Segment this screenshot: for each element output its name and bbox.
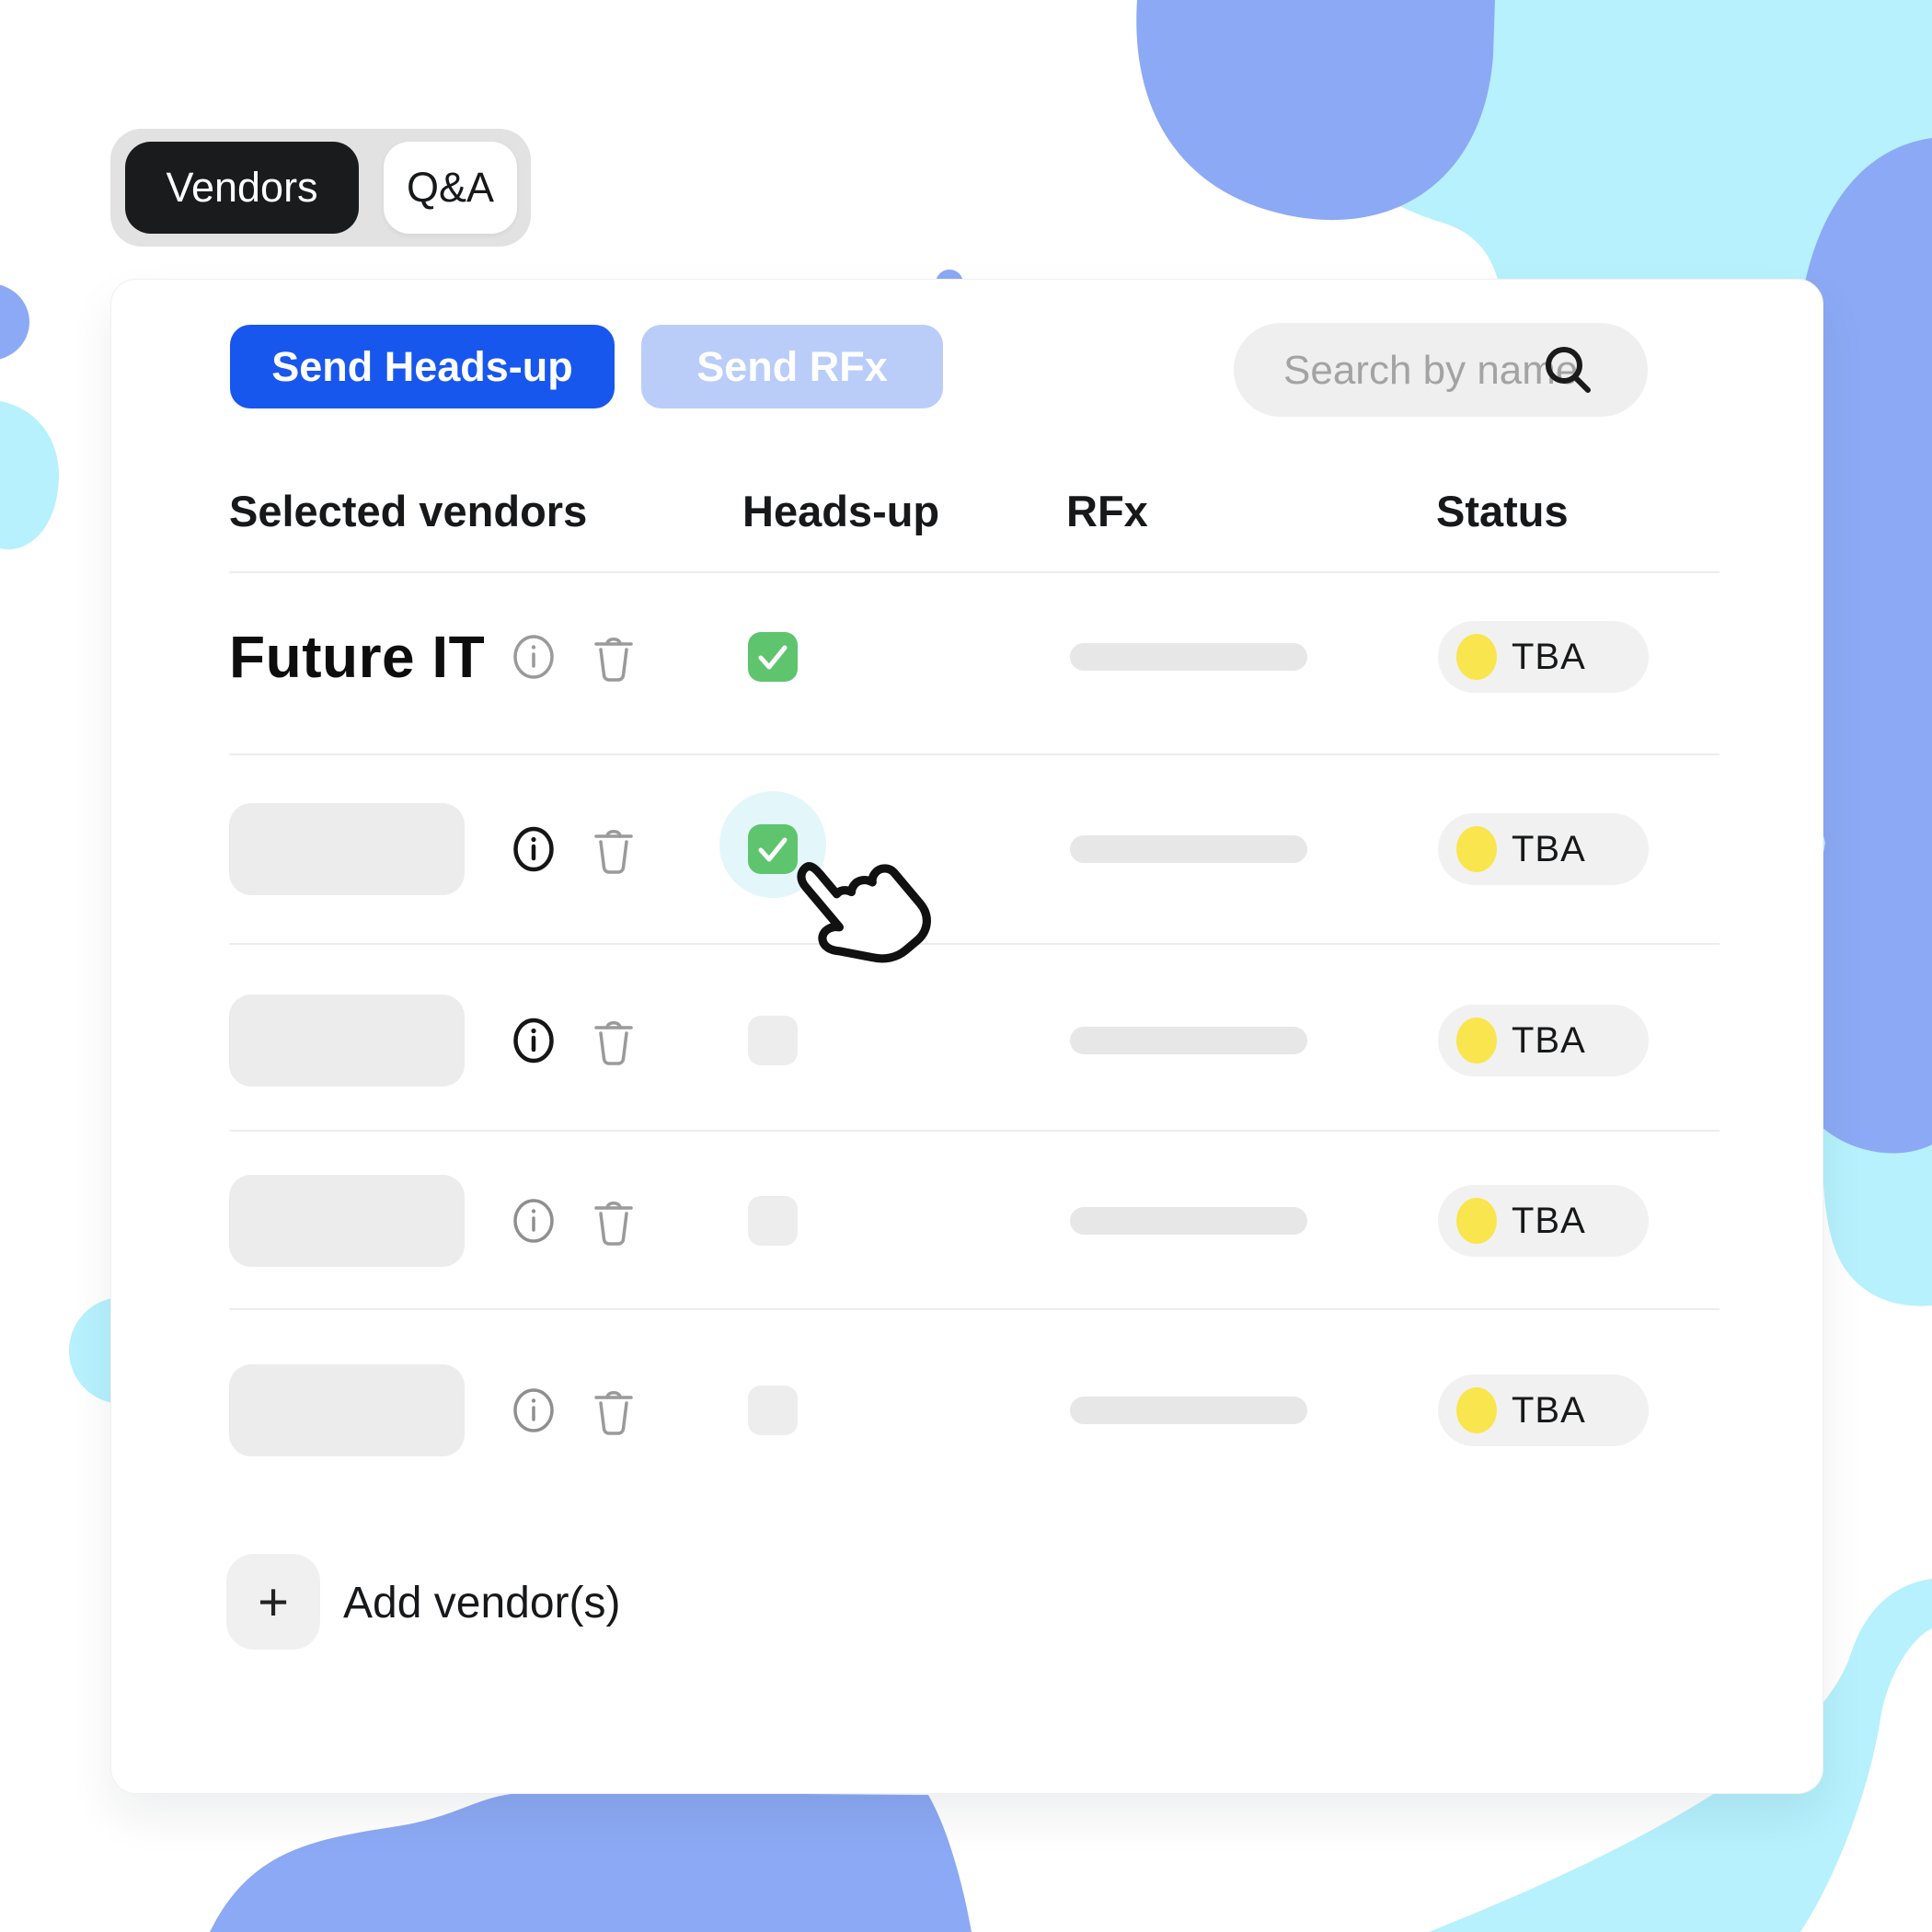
headsup-checkbox-unchecked[interactable] bbox=[748, 1386, 798, 1435]
status-label: TBA bbox=[1512, 636, 1586, 677]
vendors-panel: Send Heads-up Send RFx Selected vendors … bbox=[110, 279, 1823, 1794]
trash-icon[interactable] bbox=[592, 1198, 636, 1246]
vendor-name-placeholder bbox=[229, 803, 465, 895]
table-row: TBA bbox=[111, 946, 1823, 1135]
trash-icon[interactable] bbox=[592, 826, 636, 874]
add-vendors-label: Add vendor(s) bbox=[343, 1579, 621, 1627]
vendor-name-placeholder bbox=[229, 1364, 465, 1456]
info-icon[interactable] bbox=[512, 634, 556, 682]
trash-icon[interactable] bbox=[592, 1387, 636, 1435]
vendor-name-placeholder bbox=[229, 1175, 465, 1267]
status-dot-icon bbox=[1456, 826, 1497, 872]
add-vendors-button[interactable]: + bbox=[226, 1554, 320, 1650]
trash-icon[interactable] bbox=[592, 634, 636, 682]
headsup-checkbox-unchecked[interactable] bbox=[748, 1196, 798, 1246]
status-label: TBA bbox=[1512, 1019, 1586, 1061]
tab-qa[interactable]: Q&A bbox=[384, 142, 517, 234]
info-icon[interactable] bbox=[512, 1198, 556, 1246]
status-badge: TBA bbox=[1438, 1374, 1649, 1446]
table-row: TBA bbox=[111, 754, 1823, 944]
headsup-checkbox-checked[interactable] bbox=[748, 824, 798, 874]
status-dot-icon bbox=[1456, 1387, 1497, 1433]
status-label: TBA bbox=[1512, 1200, 1586, 1241]
tab-qa-label: Q&A bbox=[406, 164, 495, 211]
search-input[interactable] bbox=[1282, 323, 1580, 419]
rfx-placeholder-bar bbox=[1070, 643, 1307, 671]
vendor-name-placeholder bbox=[229, 995, 465, 1087]
headsup-checkbox-unchecked[interactable] bbox=[748, 1016, 798, 1065]
status-dot-icon bbox=[1456, 1198, 1497, 1244]
search-icon[interactable] bbox=[1543, 344, 1596, 397]
header-rfx: RFx bbox=[1066, 487, 1148, 535]
headsup-checkbox-checked[interactable] bbox=[748, 632, 798, 682]
row-divider bbox=[229, 753, 1719, 755]
rfx-placeholder-bar bbox=[1070, 1027, 1307, 1054]
view-toggle: Vendors Q&A bbox=[110, 129, 531, 247]
send-headsup-button[interactable]: Send Heads-up bbox=[230, 325, 615, 408]
info-icon[interactable] bbox=[512, 1387, 556, 1435]
table-row: TBA bbox=[111, 1126, 1823, 1316]
status-label: TBA bbox=[1512, 828, 1586, 869]
row-divider bbox=[229, 1130, 1719, 1132]
header-selected-vendors: Selected vendors bbox=[229, 487, 588, 535]
row-divider bbox=[229, 571, 1719, 573]
rfx-placeholder-bar bbox=[1070, 835, 1307, 863]
plus-icon: + bbox=[258, 1571, 289, 1632]
info-icon[interactable] bbox=[512, 1018, 556, 1065]
row-divider bbox=[229, 943, 1719, 945]
status-badge: TBA bbox=[1438, 1005, 1649, 1076]
tab-vendors-label: Vendors bbox=[166, 164, 318, 211]
info-icon[interactable] bbox=[512, 826, 556, 874]
status-badge: TBA bbox=[1438, 621, 1649, 693]
status-badge: TBA bbox=[1438, 1185, 1649, 1257]
vendor-name: Future IT bbox=[229, 624, 486, 690]
status-badge: TBA bbox=[1438, 813, 1649, 885]
rfx-placeholder-bar bbox=[1070, 1207, 1307, 1235]
status-dot-icon bbox=[1456, 1018, 1497, 1064]
send-rfx-button[interactable]: Send RFx bbox=[641, 325, 943, 408]
status-dot-icon bbox=[1456, 634, 1497, 680]
trash-icon[interactable] bbox=[592, 1018, 636, 1065]
row-divider bbox=[229, 1308, 1719, 1310]
search-field bbox=[1234, 323, 1648, 419]
rfx-placeholder-bar bbox=[1070, 1397, 1307, 1424]
header-status: Status bbox=[1436, 487, 1569, 535]
table-row: Future IT TBA bbox=[111, 562, 1823, 752]
table-row: TBA bbox=[111, 1316, 1823, 1505]
status-label: TBA bbox=[1512, 1389, 1586, 1431]
tab-vendors[interactable]: Vendors bbox=[125, 142, 359, 234]
header-headsup: Heads-up bbox=[742, 487, 940, 535]
